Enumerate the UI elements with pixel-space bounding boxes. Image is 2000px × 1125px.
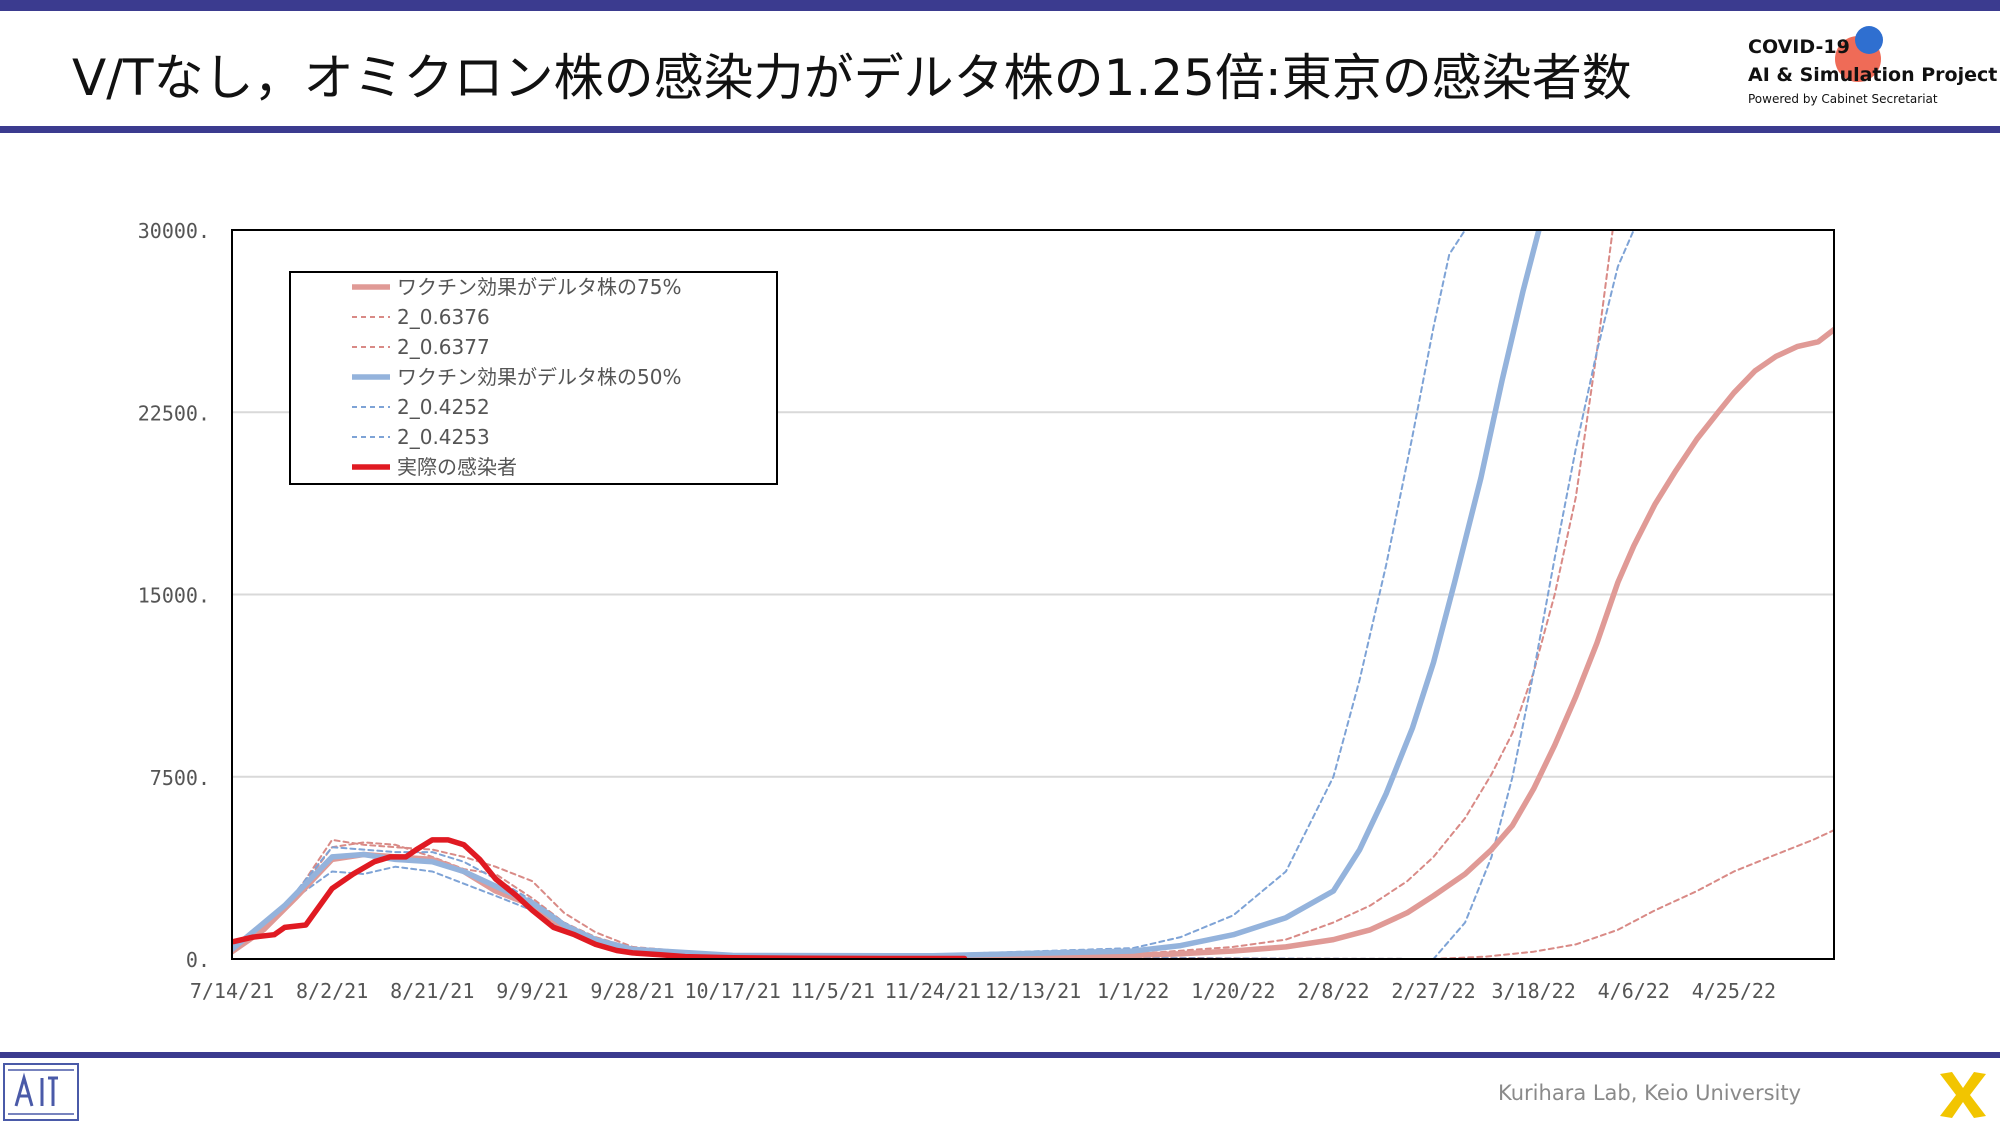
logo-line1: COVID-19	[1748, 36, 1850, 58]
top-band	[0, 0, 2000, 11]
x-tick-label: 1/20/22	[1191, 979, 1275, 1003]
header-divider-band	[0, 126, 2000, 133]
y-tick-label: 15000.	[138, 584, 210, 608]
x-tick-label: 4/25/22	[1692, 979, 1776, 1003]
x-tick-label: 4/6/22	[1598, 979, 1670, 1003]
legend-label: 2_0.6376	[397, 305, 490, 329]
x-tick-label: 1/1/22	[1097, 979, 1169, 1003]
slide-title: V/Tなし，オミクロン株の感染力がデルタ株の1.25倍:東京の感染者数	[72, 49, 1632, 107]
x-tick-label: 9/9/21	[496, 979, 568, 1003]
legend-label: 2_0.6377	[397, 335, 490, 359]
logo-line3: Powered by Cabinet Secretariat	[1748, 92, 1938, 106]
x-tick-label: 3/18/22	[1491, 979, 1575, 1003]
x-tick-label: 8/21/21	[390, 979, 474, 1003]
x-tick-label: 10/17/21	[684, 979, 780, 1003]
x-tick-label: 2/27/22	[1391, 979, 1475, 1003]
plot-frame	[231, 229, 1835, 960]
logo-blue-dot	[1855, 26, 1883, 54]
legend-label: 2_0.4253	[397, 425, 490, 449]
footer-band	[0, 1052, 2000, 1058]
x-tick-label: 2/8/22	[1297, 979, 1369, 1003]
y-tick-label: 0.	[186, 948, 210, 972]
series-line-4	[232, 229, 1542, 959]
footer-credit: Kurihara Lab, Keio University	[1498, 1081, 1802, 1105]
legend-label: ワクチン効果がデルタ株の50%	[397, 365, 681, 389]
x-logo-icon	[1940, 1072, 1986, 1118]
series-line-7	[232, 837, 968, 960]
x-tick-label: 7/14/21	[190, 979, 274, 1003]
y-tick-label: 30000.	[138, 219, 210, 243]
y-tick-label: 22500.	[138, 401, 210, 425]
x-tick-label: 9/28/21	[590, 979, 674, 1003]
legend-label: 2_0.4252	[397, 395, 490, 419]
x-tick-label: 8/2/21	[296, 979, 368, 1003]
x-tick-label: 12/13/21	[985, 979, 1081, 1003]
lab-logo-icon	[3, 1063, 79, 1121]
legend-label: 実際の感染者	[397, 455, 517, 479]
legend-label: ワクチン効果がデルタ株の75%	[397, 275, 681, 299]
x-tick-label: 11/5/21	[791, 979, 875, 1003]
covid-ai-logo: COVID-19 AI & Simulation Project Powered…	[1745, 24, 1997, 114]
x-tick-label: 11/24/21	[885, 979, 981, 1003]
series-group	[232, 229, 1834, 960]
y-tick-label: 7500.	[150, 766, 210, 790]
logo-line2: AI & Simulation Project	[1748, 64, 1998, 86]
